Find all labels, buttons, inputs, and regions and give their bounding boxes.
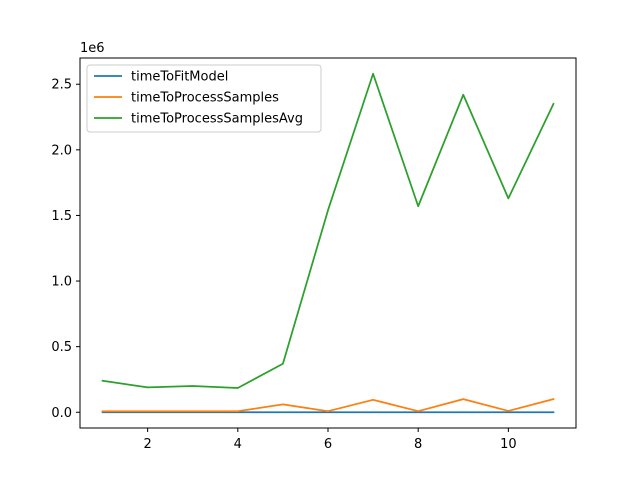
x-tick-label: 4 <box>234 437 242 452</box>
legend-label-2: timeToProcessSamplesAvg <box>131 112 303 127</box>
series-line-2 <box>101 72 555 389</box>
y-tick-label: 2.5 <box>51 78 72 93</box>
series-line-1 <box>101 398 555 413</box>
x-axis-ticks: 2 4 6 8 10 <box>143 428 517 452</box>
legend-label-1: timeToProcessSamples <box>131 91 279 106</box>
x-tick-label: 8 <box>414 437 422 452</box>
y-tick-label: 0.5 <box>51 340 72 355</box>
series-layer <box>101 72 555 414</box>
y-tick-label: 2.0 <box>51 143 72 158</box>
y-tick-label: 0.0 <box>51 406 72 421</box>
y-tick-label: 1.0 <box>51 275 72 290</box>
y-tick-label: 1.5 <box>51 209 72 224</box>
legend: timeToFitModel timeToProcessSamples timeTo… <box>86 64 322 133</box>
x-tick-label: 6 <box>324 437 332 452</box>
legend-label-0: timeToFitModel <box>131 70 228 85</box>
y-axis-offset-label: 1e6 <box>80 41 105 56</box>
x-tick-label: 10 <box>500 437 517 452</box>
y-axis-ticks: 0.0 0.5 1.0 1.5 2.0 2.5 <box>51 78 80 421</box>
legend-box <box>86 64 322 133</box>
x-tick-label: 2 <box>143 437 151 452</box>
